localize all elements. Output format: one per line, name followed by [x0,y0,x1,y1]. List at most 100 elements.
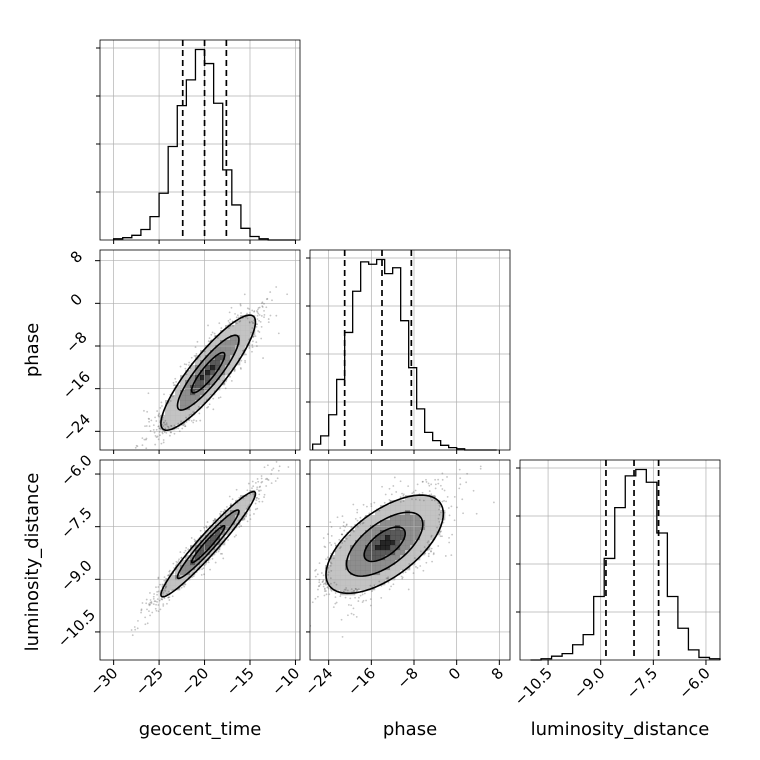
cloud-point [327,571,330,574]
density-cell [355,530,361,536]
cloud-point [446,476,448,478]
density-cell [420,540,426,546]
cloud-point [479,467,482,470]
cloud-point [228,495,231,498]
cloud-point [244,359,246,362]
density-cell [335,545,341,551]
cloud-point [149,592,151,594]
cloud-point [258,306,261,309]
cloud-point [241,519,244,521]
cloud-point [256,496,258,499]
cloud-point [185,373,188,376]
cloud-point [146,622,149,625]
density-cell [375,540,381,546]
density-cell [340,570,346,576]
cloud-point [414,498,417,501]
density-cell [245,330,251,336]
cloud-point [359,516,362,519]
cloud-point [239,304,242,307]
density-cell [405,535,411,541]
density-cell [240,325,246,331]
cloud-point [178,430,181,433]
cloud-point [148,420,150,423]
hist-step-luminosity_distance [530,468,721,661]
density-cell [375,530,381,536]
cloud-point [190,545,193,548]
cloud-point [163,576,166,578]
cloud-point [198,412,201,415]
cloud-point [180,557,183,559]
cloud-point [162,429,164,432]
density-cell [230,330,236,336]
density-cell [340,580,346,586]
density-cell [215,520,221,526]
density-cell [385,540,391,546]
cloud-point [258,493,261,496]
density-cell [195,360,201,366]
density-cell [225,525,231,531]
density-cell [185,400,191,406]
cloud-point [168,596,171,599]
density-cell [400,500,406,506]
cloud-point [150,419,153,422]
cloud-point [261,301,264,304]
cloud-point [267,318,270,320]
cloud-point [340,618,343,621]
cloud-point [172,562,175,565]
density-cell [350,575,356,581]
cloud-point [401,492,403,495]
cloud-point [261,302,263,305]
cloud-point [389,500,392,503]
cloud-point [333,581,336,584]
cloud-point [154,434,157,437]
cloud-point [263,316,265,319]
cloud-point [199,419,202,422]
density-layer [160,315,446,596]
cloud-point [206,521,209,523]
contour-geocent_time-luminosity_distance-1 [176,509,240,580]
density-cell [170,585,176,591]
cloud-point [208,337,211,339]
cloud-point [257,308,259,311]
cloud-point [419,550,422,553]
cloud-point [352,613,355,616]
density-cell [200,355,206,361]
cloud-point [317,595,319,598]
cloud-point [177,427,180,430]
cloud-point [322,579,325,582]
cloud-point [192,411,195,413]
density-cell [170,575,176,581]
cloud-point [223,508,226,511]
density-cell [220,345,226,351]
cloud-point [239,367,242,369]
density-cell [200,545,206,551]
cloud-point [166,574,169,577]
density-cell [410,500,416,506]
density-cell [370,565,376,571]
cloud-point [320,572,323,574]
cloud-point [258,489,260,492]
cloud-point [148,418,150,420]
cloud-point [325,558,327,561]
cloud-point [249,312,251,314]
density-cell [430,535,436,541]
cloud-point [192,419,195,422]
density-cell [370,520,376,526]
cloud-point [227,320,230,322]
cloud-point [162,603,165,606]
cloud-point [172,384,175,387]
cloud-point [249,493,252,496]
cloud-point [168,570,171,573]
cloud-point [256,323,258,326]
cloud-point [440,530,442,533]
density-cell [250,315,256,321]
density-cell [385,525,391,531]
cloud-point [458,487,461,490]
density-cell [390,555,396,561]
density-cell [395,555,401,561]
cloud-point [363,592,366,595]
density-geocent_time-luminosity_distance [160,490,256,596]
density-cell [415,500,421,506]
cloud-point [258,490,261,493]
cloud-point [443,489,446,492]
